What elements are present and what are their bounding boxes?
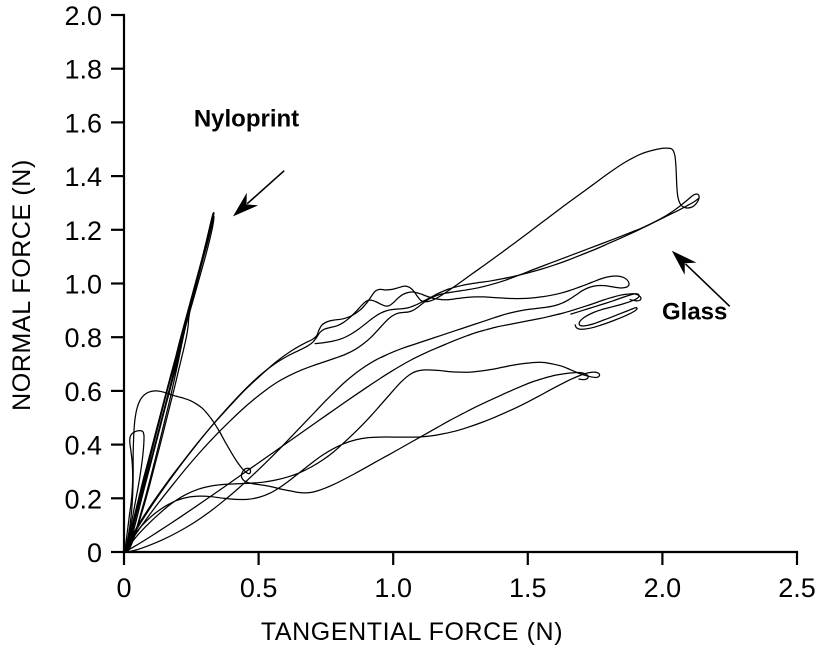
data-curve-glass-6	[124, 275, 630, 553]
annotation-arrow-line-nyloprint	[246, 170, 285, 205]
y-tick-label-10: 2.0	[64, 1, 102, 31]
y-tick-label-9: 1.8	[64, 55, 102, 85]
series-label-glass: Glass	[662, 299, 727, 326]
data-curves-layer	[123, 147, 700, 553]
series-annotations-layer: Nyloprint Glass	[194, 105, 731, 326]
y-tick-label-4: 0.8	[64, 323, 102, 353]
y-tick-label-3: 0.6	[64, 377, 102, 407]
data-curve-glass-10	[570, 293, 640, 330]
y-axis-ticks	[111, 13, 124, 554]
x-tick-label-3: 1.5	[509, 573, 547, 603]
annotation-arrow-line-glass	[684, 263, 731, 307]
y-tick-label-7: 1.4	[64, 162, 102, 192]
axes-layer	[111, 13, 799, 565]
axis-tick-labels-layer: 0 0.5 1.0 1.5 2.0 2.5 0 0.2 0.4 0.6 0.8 1.0 1.2 1.4 1.…	[64, 1, 815, 603]
series-label-nyloprint: Nyloprint	[194, 105, 299, 132]
data-curve-nyloprint-4	[124, 429, 145, 553]
x-axis-title: TANGENTIAL FORCE (N)	[261, 618, 563, 646]
y-tick-label-0: 0	[87, 538, 102, 568]
x-axis-ticks	[122, 552, 799, 565]
x-tick-label-5: 2.5	[778, 573, 816, 603]
y-tick-label-5: 1.0	[64, 270, 102, 300]
data-curve-glass-11	[314, 197, 700, 345]
x-tick-label-1: 0.5	[240, 573, 278, 603]
data-curve-glass-7	[123, 361, 601, 553]
y-tick-label-6: 1.2	[64, 216, 102, 246]
x-tick-label-2: 1.0	[374, 573, 412, 603]
data-curve-glass-8	[124, 371, 589, 552]
x-tick-label-0: 0	[116, 573, 131, 603]
annotation-arrow-head-glass	[671, 250, 697, 275]
y-tick-label-1: 0.2	[64, 484, 102, 514]
y-tick-label-2: 0.4	[64, 431, 102, 461]
y-tick-label-8: 1.6	[64, 108, 102, 138]
y-axis-title: NORMAL FORCE (N)	[8, 159, 36, 411]
annotation-arrow-head-nyloprint	[233, 192, 259, 217]
data-curve-glass-9	[123, 293, 642, 553]
x-tick-label-4: 2.0	[644, 573, 682, 603]
data-curve-nyloprint-3	[124, 215, 215, 553]
data-curve-glass-5	[123, 147, 700, 553]
